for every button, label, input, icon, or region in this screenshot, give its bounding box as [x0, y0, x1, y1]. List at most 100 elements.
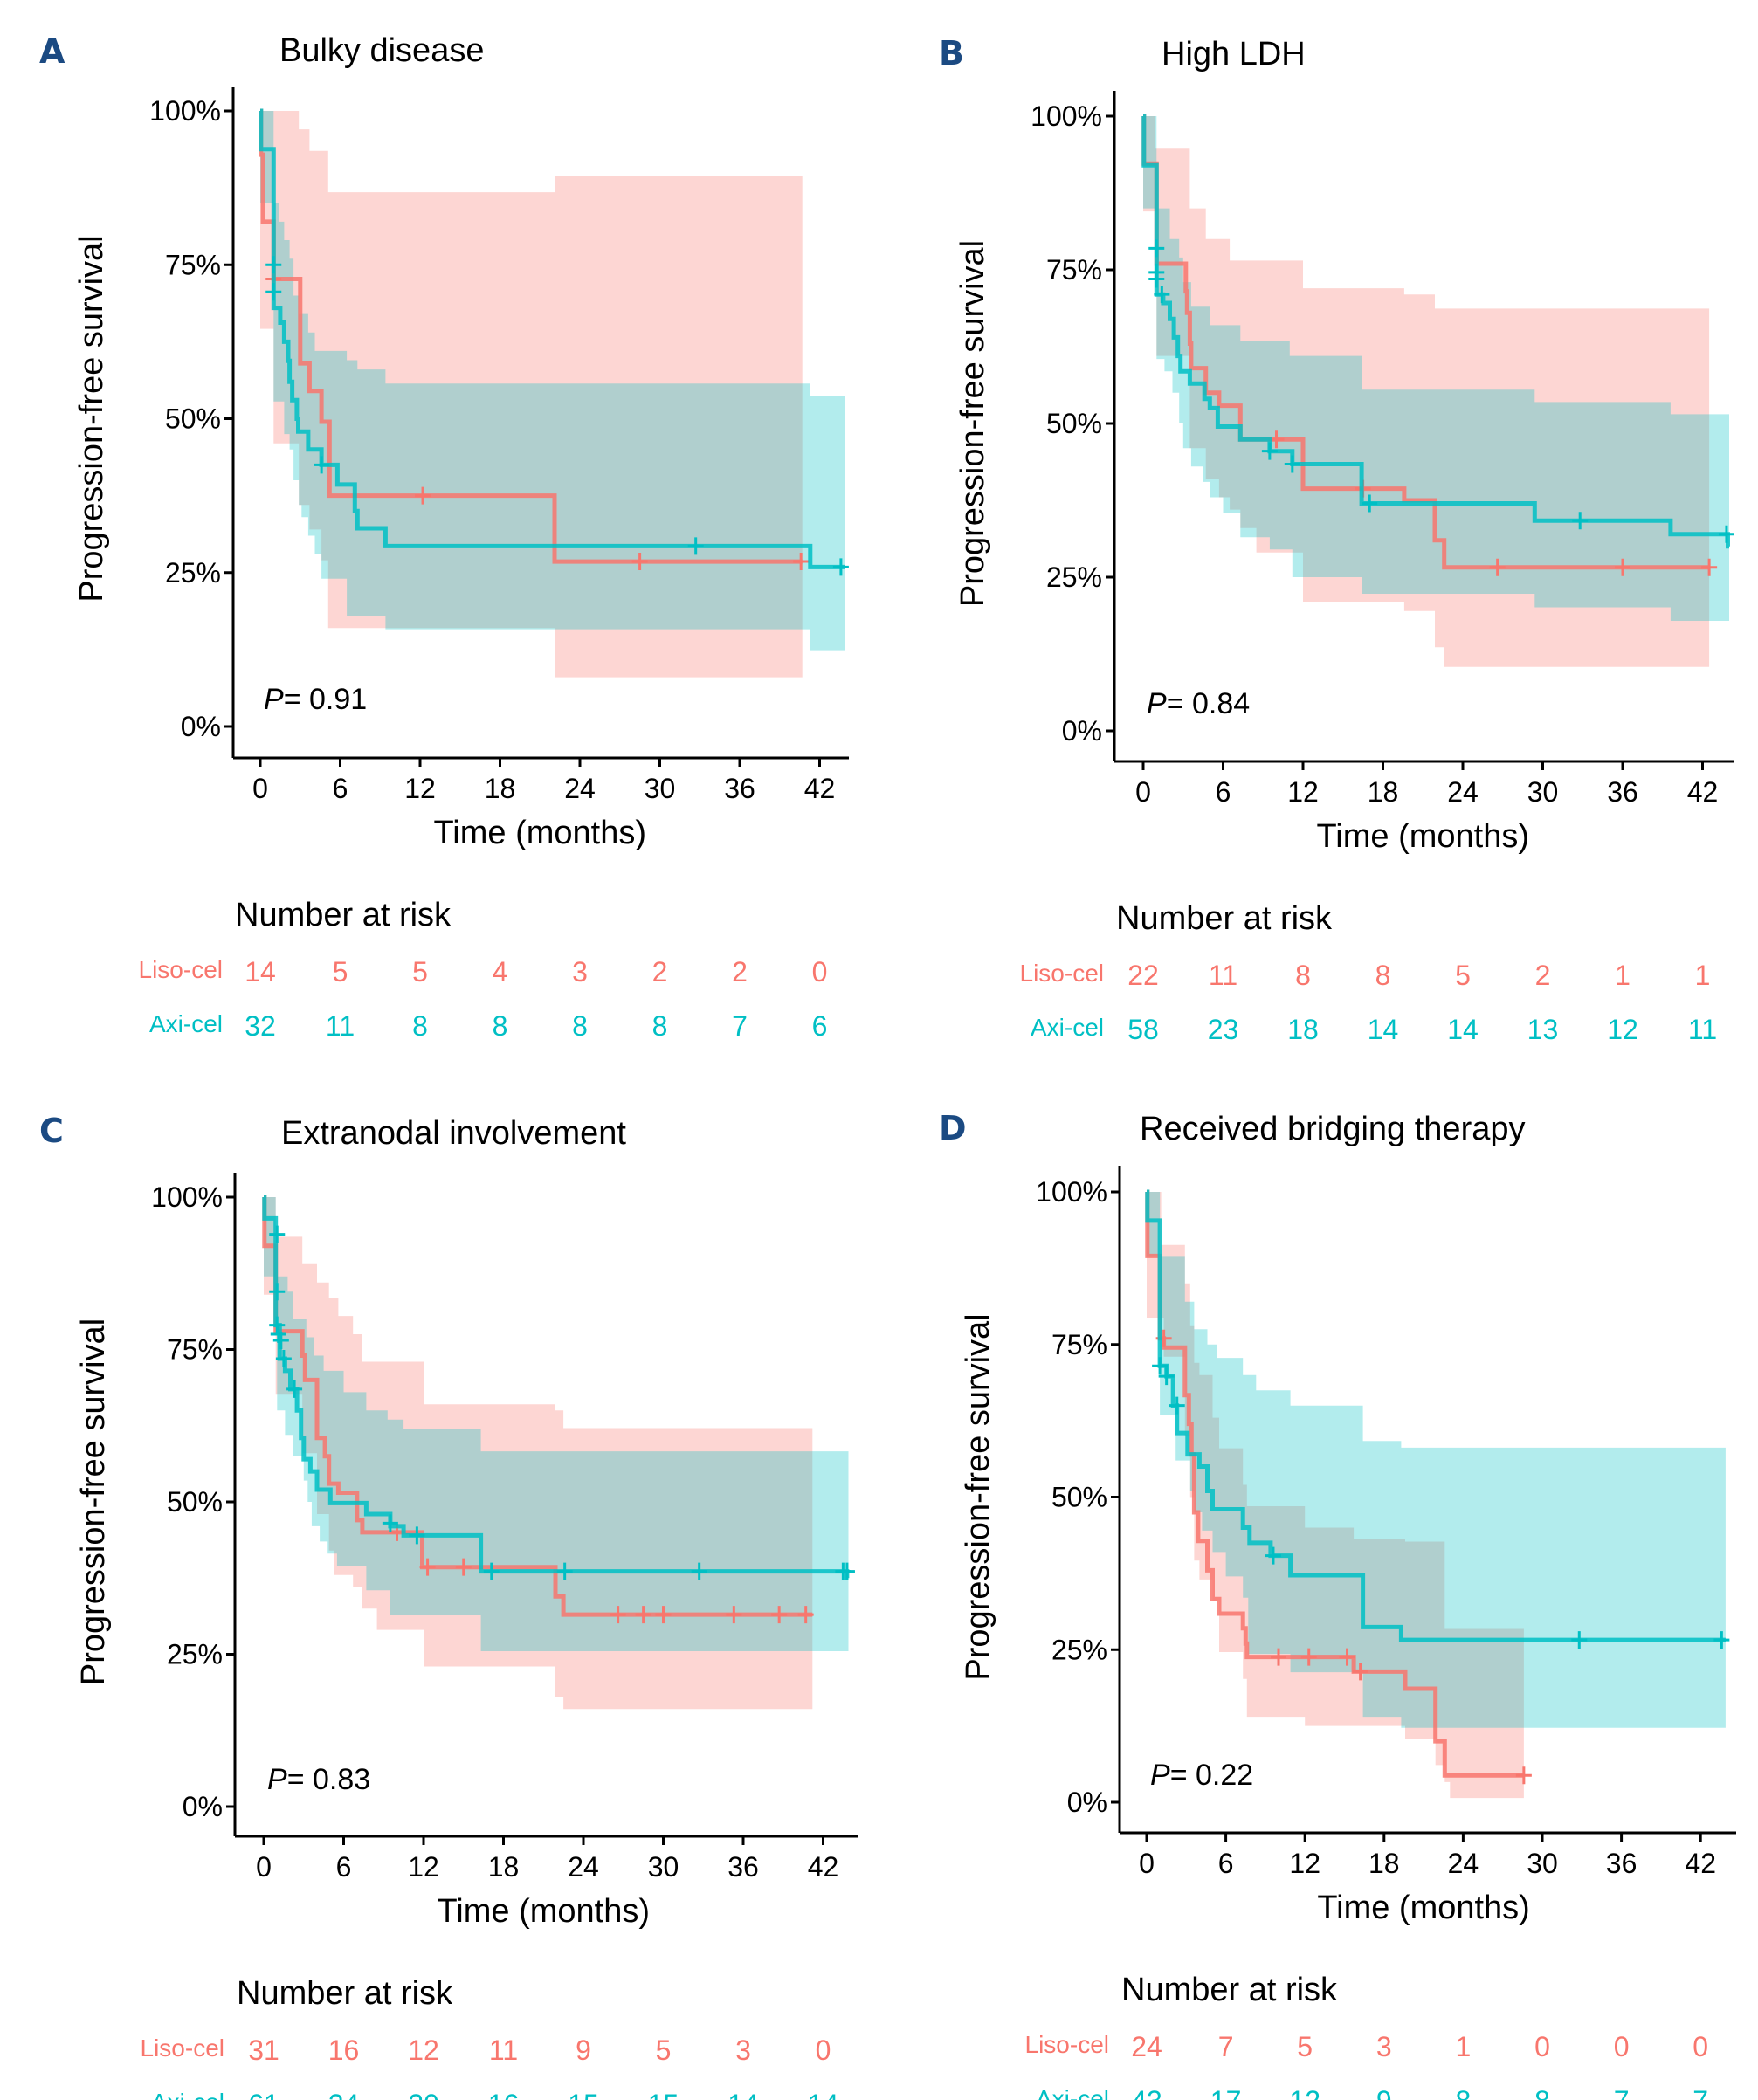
- censor-mark: [1339, 1648, 1355, 1666]
- y-tick-label: 0%: [181, 711, 221, 742]
- censor-mark: [631, 553, 648, 571]
- censor-mark: [455, 1558, 472, 1576]
- y-axis-title: Progression-free survival: [75, 1319, 112, 1685]
- y-tick-label: 50%: [165, 403, 221, 435]
- risk-count: 2: [732, 956, 748, 988]
- y-tick-label: 25%: [1051, 1634, 1107, 1665]
- censor-mark: [1489, 558, 1506, 576]
- risk-count: 12: [1289, 2085, 1320, 2100]
- risk-count: 8: [652, 1010, 668, 1042]
- risk-table-title: Number at risk: [1121, 1972, 1338, 2008]
- ci-band-liso-cel: [1147, 1192, 1524, 1799]
- x-tick-label: 42: [1687, 776, 1719, 808]
- x-tick-label: 30: [1527, 776, 1559, 808]
- censor-mark: [1352, 1663, 1368, 1681]
- y-tick-label: 50%: [1046, 408, 1102, 439]
- p-value: P= 0.84: [1147, 687, 1250, 720]
- risk-group-label: Liso-cel: [1025, 2031, 1109, 2058]
- censor-mark: [1572, 512, 1589, 530]
- x-tick-label: 24: [568, 1851, 599, 1883]
- risk-count: 11: [1209, 960, 1237, 991]
- x-tick-label: 12: [408, 1851, 439, 1883]
- x-tick-label: 30: [1527, 1848, 1558, 1879]
- censor-mark: [1718, 525, 1734, 543]
- censor-mark: [415, 486, 431, 505]
- risk-count: 5: [333, 956, 348, 988]
- x-tick-label: 12: [404, 773, 436, 804]
- x-tick-label: 36: [1607, 776, 1638, 808]
- risk-count: 15: [648, 2089, 679, 2100]
- x-tick-label: 6: [336, 1851, 352, 1883]
- p-value: P= 0.22: [1150, 1759, 1253, 1792]
- risk-count: 13: [1527, 1014, 1559, 1045]
- ci-band-axi-cel: [260, 111, 845, 651]
- p-value-text: = 0.84: [1167, 687, 1250, 720]
- risk-count: 8: [1456, 2085, 1472, 2100]
- risk-count: 8: [572, 1010, 588, 1042]
- risk-count: 2: [1535, 960, 1551, 991]
- risk-count: 11: [489, 2035, 518, 2066]
- x-tick-label: 42: [804, 773, 836, 804]
- x-tick-label: 30: [648, 1851, 679, 1883]
- panel-letter: B: [939, 34, 964, 72]
- p-value: P= 0.91: [264, 683, 367, 716]
- censor-mark: [314, 456, 330, 474]
- risk-count: 3: [572, 956, 588, 988]
- risk-table-title: Number at risk: [1116, 900, 1333, 937]
- panel-letter: C: [39, 1112, 64, 1150]
- y-axis-title: Progression-free survival: [73, 235, 110, 602]
- risk-count: 16: [488, 2089, 520, 2100]
- panel-letter: D: [939, 1109, 967, 1147]
- censor-mark: [269, 1225, 286, 1243]
- censor-mark: [797, 1606, 814, 1624]
- risk-count: 17: [1210, 2085, 1242, 2100]
- y-tick-label: 100%: [151, 1181, 223, 1213]
- x-axis-title: Time (months): [433, 815, 646, 851]
- y-tick-label: 75%: [1046, 254, 1102, 286]
- survival-curve-axi-cel: [1141, 114, 1730, 549]
- panel-c: C Extranodal involvement 0% 25% 50% 75% 100% 0 6…: [39, 1112, 858, 2100]
- censor-mark: [269, 1316, 286, 1334]
- censor-mark: [1515, 1766, 1532, 1785]
- y-tick-label: 0%: [183, 1791, 223, 1822]
- y-tick-label: 75%: [167, 1334, 223, 1366]
- survival-curve-liso-cel: [262, 1195, 813, 1617]
- risk-count: 32: [245, 1010, 276, 1042]
- x-axis-title: Time (months): [1316, 818, 1529, 855]
- risk-count: 9: [576, 2035, 591, 2066]
- censor-mark: [272, 1332, 289, 1350]
- censor-mark: [1265, 1546, 1281, 1565]
- risk-count: 7: [1693, 2085, 1708, 2100]
- x-tick-label: 0: [252, 773, 268, 804]
- risk-count: 22: [1127, 960, 1159, 991]
- censor-mark: [1158, 1367, 1175, 1386]
- x-tick-label: 24: [564, 773, 596, 804]
- risk-count: 1: [1615, 960, 1630, 991]
- censor-mark: [1701, 558, 1718, 576]
- y-tick-label: 100%: [1031, 100, 1102, 132]
- panel-title: Received bridging therapy: [1140, 1111, 1526, 1147]
- p-symbol: P: [264, 683, 284, 716]
- risk-count: 5: [1297, 2031, 1313, 2062]
- censor-mark: [556, 1562, 573, 1580]
- censor-mark: [1154, 286, 1170, 304]
- censor-mark: [1362, 494, 1378, 513]
- risk-count: 7: [1218, 2031, 1234, 2062]
- risk-count: 11: [1688, 1014, 1717, 1045]
- y-tick-label: 0%: [1062, 715, 1102, 747]
- censor-mark: [1713, 1631, 1730, 1649]
- ci-band-axi-cel: [1147, 1192, 1726, 1728]
- x-tick-label: 0: [1139, 1848, 1155, 1879]
- censor-mark: [1271, 1648, 1286, 1666]
- risk-count: 2: [652, 956, 668, 988]
- p-symbol: P: [1150, 1759, 1170, 1792]
- y-tick-label: 25%: [167, 1639, 223, 1670]
- censor-mark: [726, 1606, 742, 1624]
- x-tick-label: 24: [1447, 776, 1479, 808]
- p-value-text: = 0.91: [284, 683, 367, 716]
- risk-count: 14: [1368, 1014, 1399, 1045]
- x-tick-label: 0: [1135, 776, 1151, 808]
- censor-mark: [1284, 455, 1300, 473]
- censor-mark: [1148, 239, 1165, 258]
- p-value-text: = 0.83: [287, 1763, 370, 1796]
